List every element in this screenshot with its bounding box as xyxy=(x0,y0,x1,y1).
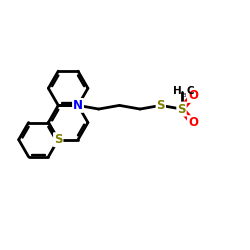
Text: O: O xyxy=(188,89,198,102)
Text: C: C xyxy=(187,86,194,96)
Text: S: S xyxy=(177,102,186,116)
Text: $\mathregular{_3}$: $\mathregular{_3}$ xyxy=(182,90,186,100)
Text: S: S xyxy=(156,99,165,112)
Text: N: N xyxy=(73,99,83,112)
Text: S: S xyxy=(54,133,62,146)
Text: H: H xyxy=(173,86,182,96)
Text: O: O xyxy=(188,116,198,129)
